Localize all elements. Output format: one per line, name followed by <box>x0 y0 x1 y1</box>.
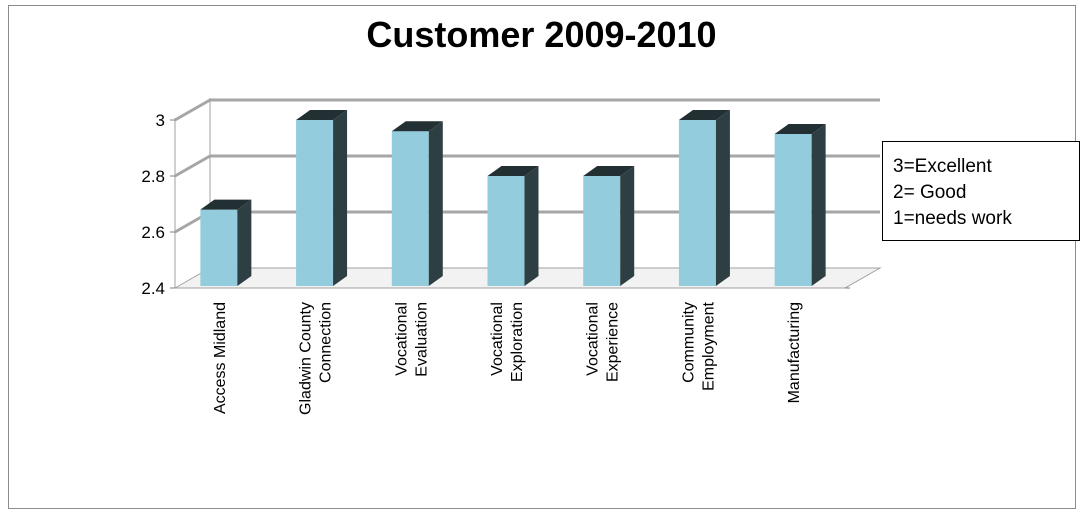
y-tick-label: 2.4 <box>141 279 165 298</box>
category-label-line: Vocational <box>585 302 602 376</box>
category-label: Vocational Evaluation <box>393 302 430 377</box>
category-label: Manufacturing <box>786 302 803 403</box>
category-label: Gladwin County Connection <box>298 302 335 415</box>
bar-top <box>487 166 539 176</box>
category-label: Community Employment <box>680 301 717 390</box>
category-label-line: Access Midland <box>212 302 229 414</box>
category-label-line: Community <box>680 302 697 383</box>
legend-entry-excellent: 3=Excellent <box>893 156 992 177</box>
bar-group <box>678 110 730 286</box>
bar-group <box>391 121 443 286</box>
bar-group <box>583 166 635 286</box>
bar-top <box>678 110 730 120</box>
category-label: Access Midland <box>212 302 229 414</box>
chart-frame <box>8 5 1076 509</box>
category-label-line: Manufacturing <box>786 302 803 403</box>
bar <box>774 134 812 286</box>
category-label-line: Vocational <box>393 302 410 376</box>
category-label-line: Experience <box>605 302 622 382</box>
category-label-line: Exploration <box>509 302 526 382</box>
legend-entry-good: 2= Good <box>893 182 967 203</box>
y-tick-label: 2.8 <box>141 167 165 186</box>
y-tick-label: 2.6 <box>141 223 165 242</box>
bar-side <box>811 124 826 286</box>
category-label-line: Connection <box>318 302 335 383</box>
bar <box>296 120 334 286</box>
bar-side <box>237 199 252 286</box>
category-label: Vocational Experience <box>585 302 622 382</box>
bar-top <box>583 166 635 176</box>
bar-group <box>774 124 826 286</box>
category-label-line: Evaluation <box>413 302 430 377</box>
legend: 3=Excellent 2= Good 1=needs work <box>882 141 1080 241</box>
bar-top <box>296 110 348 120</box>
bar <box>583 176 621 286</box>
bar <box>200 209 238 286</box>
bar-group <box>296 110 348 286</box>
category-label-line: Vocational <box>489 302 506 376</box>
bar <box>487 176 525 286</box>
y-axis: 2.4 2.6 2.8 3 <box>141 111 850 298</box>
category-labels: Access Midland Gladwin County Connection Vo… <box>212 301 803 415</box>
bar <box>391 131 429 286</box>
chart-title: Customer 2009-2010 <box>366 14 717 55</box>
gridline-side <box>174 98 211 122</box>
bar-side <box>524 166 539 286</box>
category-label-line: Gladwin County <box>298 302 315 415</box>
bar-top <box>200 199 252 210</box>
bar-side <box>333 110 348 286</box>
bar-top <box>774 124 826 134</box>
bar-side <box>428 121 443 286</box>
legend-entry-needs-work: 1=needs work <box>893 208 1012 229</box>
bar-side <box>620 166 635 286</box>
y-tick-label: 3 <box>156 111 165 130</box>
gridline-side <box>174 154 211 178</box>
bar-group <box>200 199 252 286</box>
bar-group <box>487 166 539 286</box>
bar-side <box>715 110 730 286</box>
bar-top <box>391 121 443 132</box>
category-label: Vocational Exploration <box>489 302 526 382</box>
category-label-line: Employment <box>700 301 717 390</box>
bar <box>678 120 716 286</box>
bars <box>200 110 826 286</box>
